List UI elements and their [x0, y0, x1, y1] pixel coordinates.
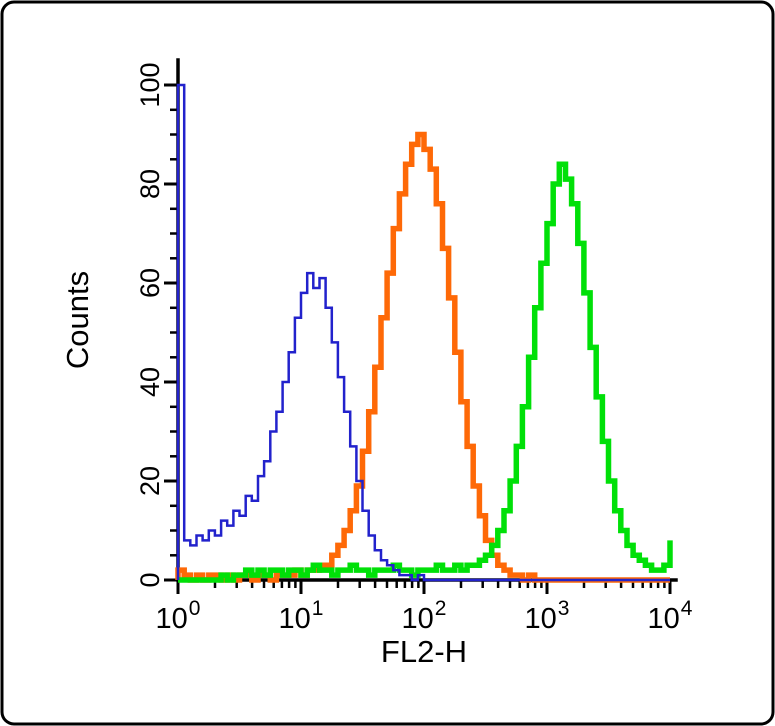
- x-tick-label: 102: [402, 597, 447, 635]
- x-tick-label: 100: [156, 597, 201, 635]
- x-tick-label: 103: [525, 597, 570, 635]
- x-axis-label: FL2-H: [381, 634, 467, 669]
- x-tick-label: 101: [279, 597, 324, 635]
- x-tick-label: 104: [648, 597, 693, 635]
- y-tick-label: 60: [135, 268, 165, 298]
- y-axis-label: Counts: [60, 271, 95, 369]
- y-tick-label: 80: [135, 169, 165, 199]
- y-tick-label: 40: [135, 367, 165, 397]
- y-tick-label: 20: [135, 466, 165, 496]
- blue-histogram-curve: [176, 83, 670, 582]
- y-tick-label: 100: [135, 62, 165, 107]
- y-tick-label: 0: [135, 572, 165, 587]
- green-histogram-curve: [178, 161, 673, 583]
- histogram-curves: [175, 83, 673, 583]
